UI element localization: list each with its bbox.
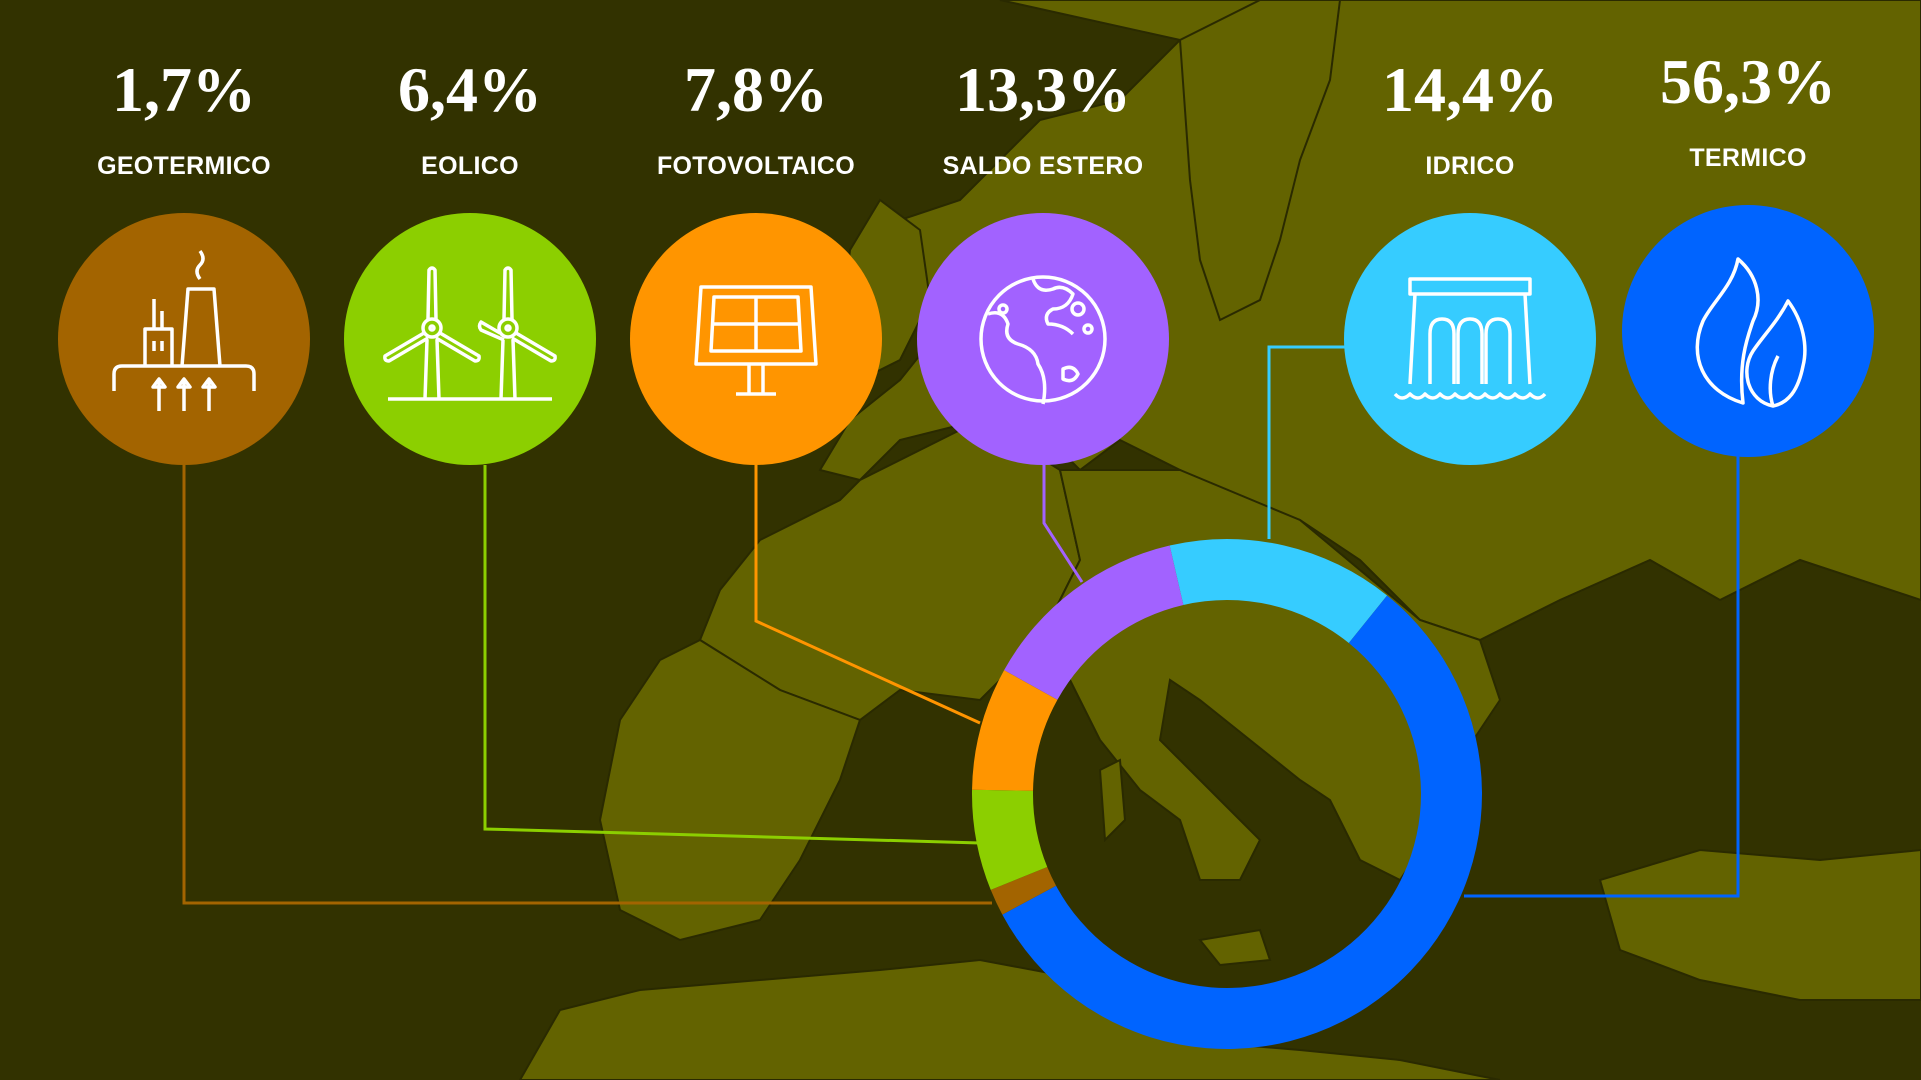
leader-line-idrico	[1267, 345, 1348, 539]
leader-line-eolico	[483, 465, 981, 845]
label-geotermico: GEOTERMICO	[97, 152, 271, 180]
geothermal-plant-icon	[112, 249, 256, 411]
value-geotermico: 1,7%	[112, 54, 256, 125]
circle-saldo-estero	[917, 213, 1169, 465]
map-land-sicily	[1198, 928, 1272, 967]
wind-turbines-icon	[383, 266, 557, 401]
flame-icon	[1695, 257, 1807, 408]
hydro-dam-icon	[1393, 277, 1547, 400]
leader-line-termico	[1464, 456, 1740, 898]
map-land-sweden	[1178, 0, 1342, 322]
leader-line-saldo-estero	[1042, 465, 1084, 583]
label-idrico: IDRICO	[1425, 152, 1515, 180]
donut-segment-eolico	[972, 789, 1048, 890]
map-land-iberia	[598, 638, 862, 942]
solar-panel-icon	[694, 285, 818, 396]
circle-termico	[1622, 205, 1874, 457]
globe-icon	[979, 275, 1107, 405]
map-land-sardinia	[1098, 758, 1127, 843]
leader-line-geotermico	[182, 465, 992, 905]
label-saldo-estero: SALDO ESTERO	[942, 152, 1144, 180]
value-fotovoltaico: 7,8%	[684, 54, 828, 125]
donut-segment-termico	[1002, 595, 1483, 1049]
category-circles	[58, 205, 1874, 465]
circle-idrico	[1344, 213, 1596, 465]
europe-map	[518, 0, 1921, 1080]
value-idrico: 14,4%	[1382, 54, 1558, 125]
donut-segment-idrico	[1169, 539, 1388, 644]
label-termico: TERMICO	[1689, 144, 1807, 172]
label-fotovoltaico: FOTOVOLTAICO	[656, 152, 856, 180]
value-eolico: 6,4%	[398, 54, 542, 125]
circle-fotovoltaico	[630, 213, 882, 465]
leader-lines	[182, 345, 1740, 905]
donut-segment-fotovoltaico	[972, 670, 1058, 791]
value-termico: 56,3%	[1660, 46, 1836, 117]
label-eolico: EOLICO	[421, 152, 519, 180]
donut-segment-geotermico	[990, 866, 1057, 915]
leader-line-fotovoltaico	[754, 465, 981, 725]
map-land-turkey	[1598, 848, 1921, 1001]
donut-chart	[972, 539, 1483, 1049]
value-saldo-estero: 13,3%	[955, 54, 1131, 125]
donut-segment-saldo-estero	[1004, 545, 1184, 700]
circle-geotermico	[58, 213, 310, 465]
circle-eolico	[344, 213, 596, 465]
